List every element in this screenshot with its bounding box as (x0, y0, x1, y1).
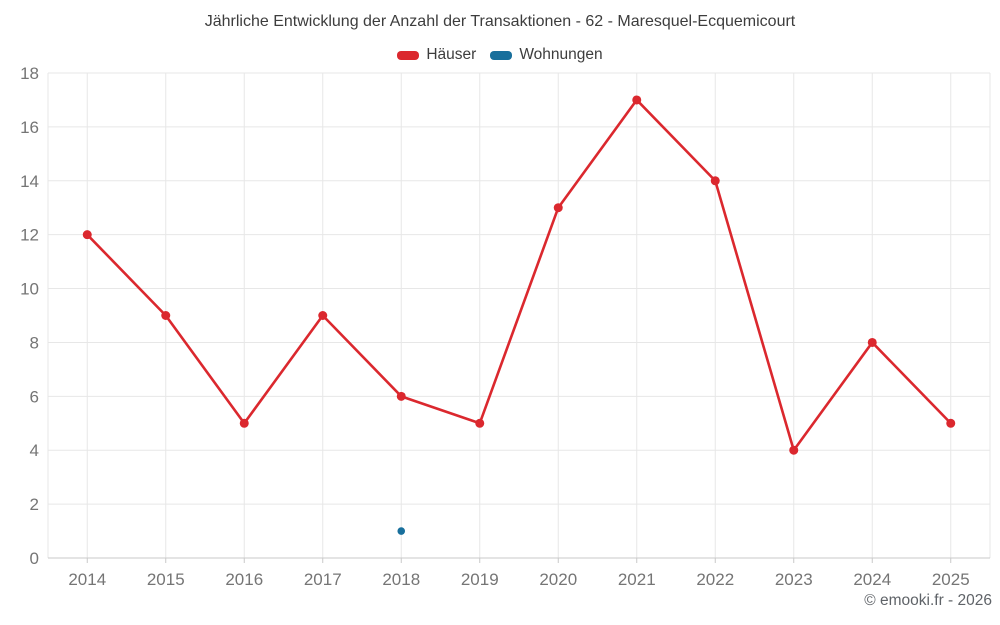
data-point-Häuser-2020[interactable] (553, 203, 563, 213)
data-point-Häuser-2014[interactable] (82, 230, 92, 240)
legend-label: Wohnungen (519, 46, 603, 63)
x-tick-label-2025: 2025 (932, 570, 970, 589)
data-point-Häuser-2016[interactable] (239, 418, 249, 428)
legend-item-Häuser[interactable]: Häuser (397, 46, 476, 64)
y-tick-label: 14 (20, 172, 39, 191)
x-tick-label-2021: 2021 (618, 570, 656, 589)
y-tick-label: 2 (30, 495, 39, 514)
y-tick-label: 4 (30, 441, 39, 460)
series-Wohnungen (397, 527, 406, 535)
x-tick-label-2024: 2024 (853, 570, 891, 589)
data-point-Wohnungen-2018[interactable] (397, 527, 406, 535)
copyright: © emooki.fr - 2026 (864, 592, 992, 609)
x-tick-label-2019: 2019 (461, 570, 499, 589)
data-point-Häuser-2017[interactable] (318, 311, 328, 320)
data-point-Häuser-2023[interactable] (789, 445, 799, 455)
x-tick-label-2018: 2018 (382, 570, 420, 589)
x-tick-label-2014: 2014 (68, 570, 106, 589)
legend-item-Wohnungen[interactable]: Wohnungen (490, 46, 603, 64)
y-tick-label: 16 (20, 118, 39, 137)
y-tick-label: 8 (30, 333, 39, 352)
chart-title: Jährliche Entwicklung der Anzahl der Tra… (204, 13, 796, 30)
data-point-Häuser-2015[interactable] (161, 311, 171, 320)
legend-swatch-icon (397, 50, 420, 60)
y-tick-label: 12 (20, 226, 39, 245)
y-tick-label: 0 (30, 549, 39, 568)
chart-legend: Häuser Wohnungen (0, 46, 1000, 64)
data-point-Häuser-2022[interactable] (710, 176, 720, 186)
x-axis-labels: 2014 2015 2016 2017 2018 2019 2020 2021 2022 2023… (68, 558, 970, 589)
series-line-Häuser (85, 98, 953, 452)
y-axis-labels: 0 2 4 6 8 10 12 14 16 18 (20, 64, 39, 568)
series-Häuser (82, 95, 956, 455)
data-point-Häuser-2019[interactable] (475, 418, 485, 428)
x-tick-label-2015: 2015 (147, 570, 185, 589)
x-tick-label-2022: 2022 (696, 570, 734, 589)
data-point-Häuser-2018[interactable] (396, 391, 406, 401)
data-point-Häuser-2024[interactable] (867, 337, 877, 347)
data-point-Häuser-2025[interactable] (946, 418, 956, 428)
x-tick-label-2017: 2017 (304, 570, 342, 589)
legend-label: Häuser (426, 46, 477, 63)
data-point-Häuser-2021[interactable] (632, 95, 642, 105)
legend-swatch-icon (490, 50, 513, 60)
y-tick-label: 10 (20, 280, 39, 299)
y-tick-label: 18 (20, 64, 39, 83)
x-tick-label-2023: 2023 (775, 570, 813, 589)
x-tick-label-2020: 2020 (539, 570, 577, 589)
x-tick-label-2016: 2016 (225, 570, 263, 589)
horizontal-gridlines (48, 72, 990, 559)
y-tick-label: 6 (30, 387, 39, 406)
